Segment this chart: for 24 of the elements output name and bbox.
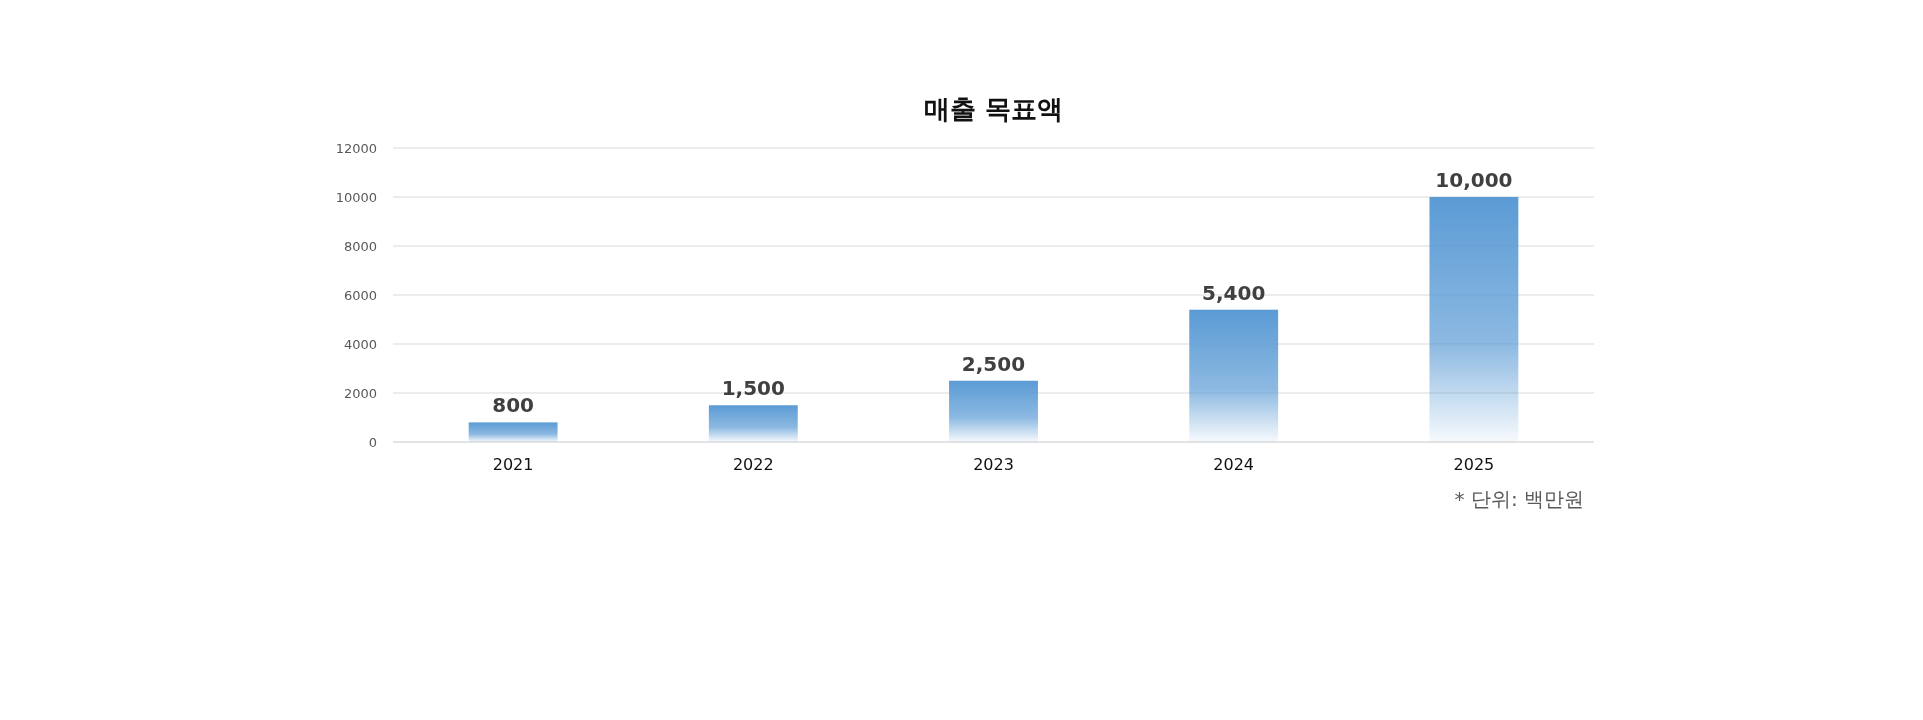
bar — [468, 422, 558, 442]
data-label: 1,500 — [721, 376, 785, 401]
text: * 단위: 백만원 — [1454, 487, 1584, 511]
data-label: 2,500 — [961, 351, 1026, 376]
data-label: 5,400 — [1202, 280, 1266, 305]
chart-title: 매출 목표액 — [923, 94, 1064, 124]
x-tick-label: 2024 — [1213, 455, 1255, 474]
bar — [949, 380, 1038, 442]
x-tick-label: 2021 — [492, 455, 534, 474]
y-tick-label: 6000 — [343, 287, 377, 303]
x-tick-label: 2022 — [732, 455, 774, 474]
bar — [1429, 197, 1519, 442]
bar — [708, 405, 798, 442]
y-tick-label: 4000 — [343, 336, 377, 352]
bar — [1189, 309, 1279, 442]
y-tick-label: 2000 — [343, 385, 377, 401]
y-tick-label: 8000 — [343, 238, 377, 254]
x-tick-label: 2023 — [973, 455, 1014, 474]
y-tick-label: 12000 — [335, 140, 377, 156]
data-label: 10,000 — [1435, 168, 1513, 192]
y-tick-label: 10000 — [335, 189, 377, 205]
y-tick-label: 0 — [368, 434, 377, 450]
data-label: 800 — [492, 393, 534, 418]
x-tick-label: 2025 — [1453, 455, 1495, 474]
